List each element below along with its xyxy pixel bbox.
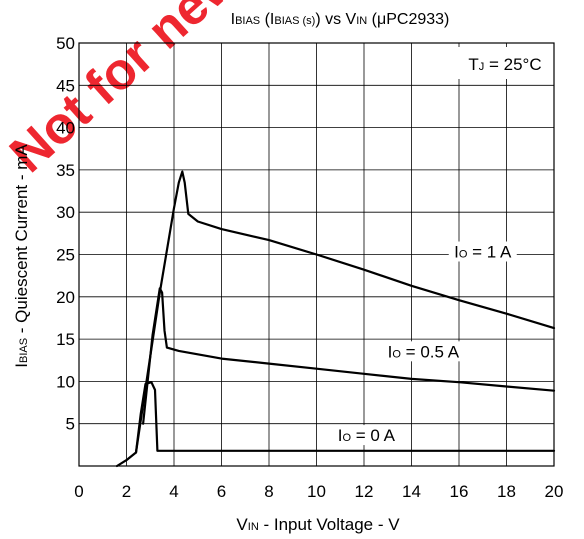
x-tick-label: 6 [217, 482, 226, 501]
x-tick-label: 10 [307, 482, 326, 501]
series-label-backing [332, 425, 401, 446]
y-tick-label: 5 [66, 415, 75, 434]
y-tick-label: 30 [56, 203, 75, 222]
y-axis-title: IBIAS - Quiescent Current - mA [12, 144, 31, 368]
series-line [134, 381, 556, 454]
x-tick-label: 0 [74, 482, 83, 501]
series-label-backing [448, 241, 517, 262]
x-axis-title: VIN - Input Voltage - V [236, 515, 400, 534]
x-tick-label: 2 [122, 482, 131, 501]
x-tick-label: 14 [402, 482, 421, 501]
series-line [115, 170, 556, 468]
series-labels: IO = 1 A IO = 0.5 A IO = 0 A [332, 241, 517, 446]
y-tick-label: 40 [56, 119, 75, 138]
plot-frame [78, 42, 555, 467]
series-label-backing [380, 341, 467, 362]
x-tick-label: 16 [450, 482, 469, 501]
y-tick-label: 20 [56, 288, 75, 307]
x-tick-label: 4 [169, 482, 178, 501]
x-tick-label: 8 [264, 482, 273, 501]
y-tick-label: 45 [56, 76, 75, 95]
y-tick-label: 10 [56, 372, 75, 391]
x-tick-label: 18 [497, 482, 516, 501]
condition-box: TJ = 25°C [458, 47, 552, 79]
y-tick-label: 35 [56, 161, 75, 180]
series-label: IO = 0.5 A [388, 342, 460, 361]
y-tick-label: 25 [56, 246, 75, 265]
chart-title: IBIAS (IBIAS (s)) vs VIN (μPC2933) [231, 11, 450, 28]
series-label: IO = 1 A [454, 243, 512, 262]
y-tick-labels: 5 10 15 20 25 30 35 40 45 50 [56, 34, 75, 434]
y-tick-label: 50 [56, 34, 75, 53]
series-label: IO = 0 A [338, 426, 396, 445]
condition-label: TJ = 25°C [468, 55, 541, 74]
y-tick-label: 15 [56, 330, 75, 349]
x-tick-label: 20 [545, 482, 564, 501]
series-line [142, 287, 556, 425]
series-lines [115, 170, 556, 468]
x-tick-labels: 0 2 4 6 8 10 12 14 16 18 20 [74, 482, 563, 501]
x-tick-label: 12 [355, 482, 374, 501]
